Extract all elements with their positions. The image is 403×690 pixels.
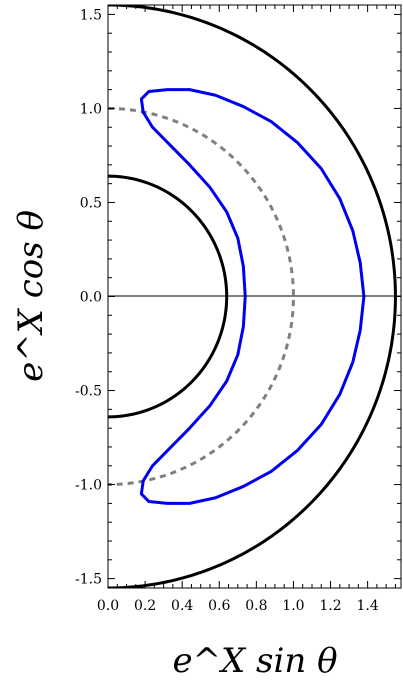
y-tick-label: 0.5	[80, 195, 102, 211]
y-tick-label: 0.0	[80, 290, 102, 306]
y-tick-label: -0.5	[75, 384, 102, 400]
ticks: 0.0 0.2 0.4 0.6 0.8 1.0 1.2 1.4 1.5 1.0 0.5 0.0 -0.5…	[75, 5, 401, 614]
x-tick-label: 1.0	[282, 598, 304, 614]
x-tick-label: 1.4	[356, 598, 378, 614]
x-tick-label: 0.2	[134, 598, 156, 614]
x-tick-label: 0.0	[97, 598, 119, 614]
y-tick-label: -1.0	[75, 478, 102, 494]
x-tick-label: 0.4	[171, 598, 193, 614]
x-tick-label: 1.2	[319, 598, 341, 614]
y-tick-label: 1.5	[80, 7, 102, 23]
y-tick-label: 1.0	[80, 101, 102, 117]
x-tick-label: 0.8	[245, 598, 267, 614]
x-axis-label: e^X sin θ	[172, 641, 337, 681]
y-tick-label: -1.5	[75, 572, 102, 588]
series-line-2	[108, 106, 295, 487]
x-tick-label: 0.6	[208, 598, 230, 614]
y-axis-label: e^X cos θ	[11, 210, 51, 382]
